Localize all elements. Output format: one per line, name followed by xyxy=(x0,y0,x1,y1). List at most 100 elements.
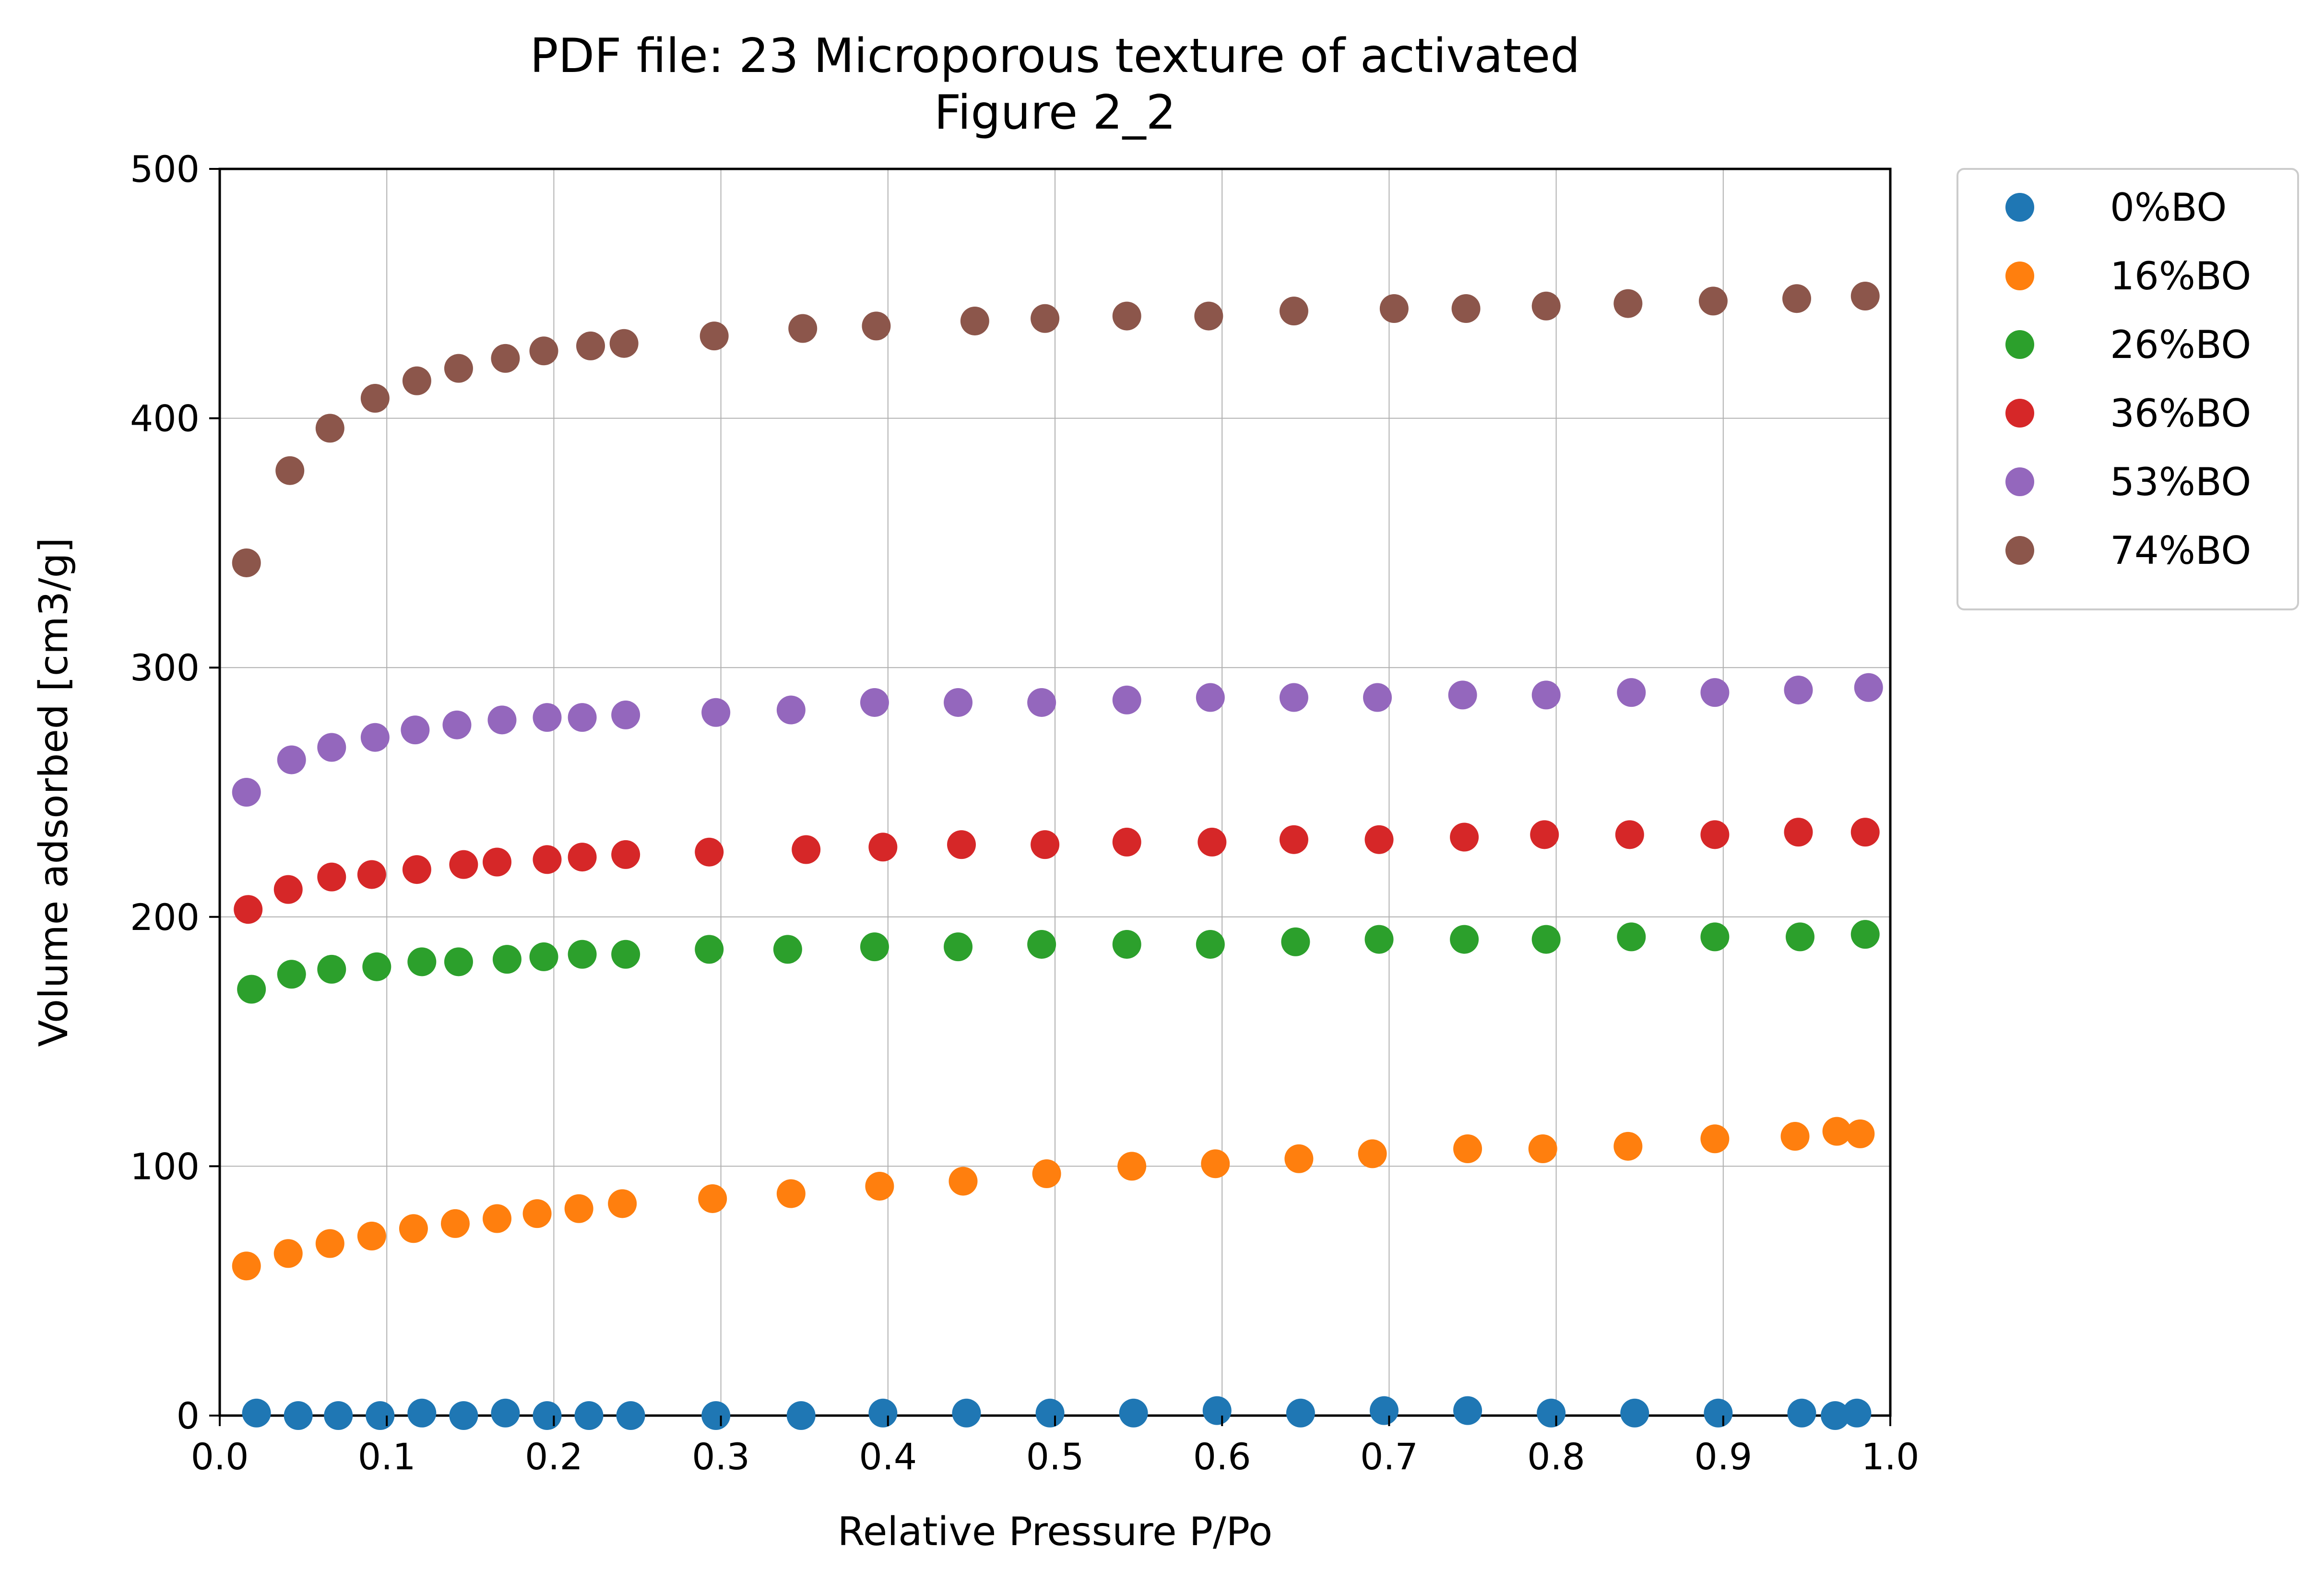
legend-label: 26%BO xyxy=(2110,322,2251,367)
x-tick-label: 1.0 xyxy=(1862,1435,1920,1478)
data-point xyxy=(1027,688,1056,717)
data-point xyxy=(1530,820,1559,849)
y-axis-ticks: 0 100 200 300 400 500 xyxy=(130,148,220,1437)
legend-label: 36%BO xyxy=(2110,391,2251,436)
data-point xyxy=(1027,929,1056,959)
data-point xyxy=(1700,1124,1730,1154)
data-point xyxy=(317,954,346,984)
data-point xyxy=(1358,1139,1387,1168)
data-point xyxy=(442,710,472,739)
data-point xyxy=(701,1401,731,1430)
x-tick-label: 0.6 xyxy=(1193,1435,1251,1478)
data-point xyxy=(1453,1396,1482,1425)
legend-label: 74%BO xyxy=(2110,528,2251,573)
data-point xyxy=(1784,818,1813,847)
legend-marker xyxy=(2005,536,2034,565)
data-point xyxy=(611,940,640,969)
data-point xyxy=(1450,925,1479,954)
data-point xyxy=(698,1184,727,1213)
data-point xyxy=(357,1221,386,1251)
data-point xyxy=(1031,830,1060,859)
data-point xyxy=(700,322,729,351)
y-tick-label: 200 xyxy=(130,896,200,939)
y-tick-label: 300 xyxy=(130,646,200,689)
data-point xyxy=(1284,1144,1314,1173)
x-tick-label: 0.1 xyxy=(358,1435,416,1478)
data-point xyxy=(1700,678,1730,707)
data-point xyxy=(1032,1159,1061,1188)
data-point xyxy=(232,1251,261,1281)
data-point xyxy=(1448,680,1477,710)
chart-title-line: PDF file: 23 Microporous texture of acti… xyxy=(530,29,1580,83)
data-point xyxy=(360,723,390,752)
data-point xyxy=(1531,680,1561,710)
data-point xyxy=(444,354,473,383)
x-tick-label: 0.5 xyxy=(1026,1435,1084,1478)
data-point xyxy=(522,1199,552,1228)
data-point xyxy=(1850,281,1880,310)
data-point xyxy=(574,1401,604,1430)
data-point xyxy=(944,932,973,962)
data-point xyxy=(868,1398,898,1428)
data-point xyxy=(1117,1152,1147,1181)
data-point xyxy=(1369,1396,1399,1425)
data-point xyxy=(1531,925,1561,954)
data-point xyxy=(324,1401,353,1430)
data-point xyxy=(317,733,346,762)
series-16%BO xyxy=(232,1117,1875,1281)
data-point xyxy=(865,1171,894,1201)
data-point xyxy=(786,1401,816,1430)
data-point xyxy=(1194,301,1223,331)
x-axis-label: Relative Pressure P/Po xyxy=(838,1509,1273,1555)
data-point xyxy=(315,1229,344,1258)
data-point xyxy=(1279,825,1308,854)
data-point xyxy=(1850,818,1880,847)
series-0%BO xyxy=(242,1396,1872,1430)
data-point xyxy=(1698,286,1728,316)
data-point xyxy=(407,1398,437,1428)
data-point xyxy=(533,1401,562,1430)
data-point xyxy=(1364,925,1394,954)
data-point xyxy=(1451,294,1481,323)
data-point xyxy=(1700,820,1730,849)
y-tick-label: 100 xyxy=(130,1145,200,1188)
data-point xyxy=(947,830,976,859)
data-point xyxy=(576,331,605,360)
data-point xyxy=(1281,927,1310,956)
x-tick-label: 0.4 xyxy=(859,1435,917,1478)
data-point xyxy=(952,1398,981,1428)
data-point xyxy=(1617,678,1646,707)
data-point xyxy=(1112,301,1141,331)
data-point xyxy=(237,975,266,1004)
data-point xyxy=(568,703,597,732)
data-point xyxy=(568,940,597,969)
x-tick-label: 0.0 xyxy=(191,1435,249,1478)
legend-marker xyxy=(2005,330,2034,359)
data-point xyxy=(317,862,346,892)
x-tick-label: 0.2 xyxy=(525,1435,583,1478)
data-point xyxy=(399,1214,428,1243)
x-axis-ticks: 0.0 0.1 0.2 0.3 0.4 0.5 0.6 0.7 0.8 0.9 1.0 xyxy=(191,1416,1920,1478)
chart-title-line: Figure 2_2 xyxy=(934,85,1176,140)
data-point xyxy=(1704,1398,1733,1428)
data-point xyxy=(776,1179,806,1208)
data-point xyxy=(609,329,639,358)
data-point xyxy=(1201,1149,1230,1179)
data-point xyxy=(1119,1398,1148,1428)
data-point xyxy=(1031,304,1060,333)
data-points xyxy=(232,281,1883,1430)
data-point xyxy=(533,845,562,874)
data-point xyxy=(701,698,731,727)
data-point xyxy=(773,935,802,964)
x-tick-label: 0.8 xyxy=(1527,1435,1585,1478)
series-26%BO xyxy=(237,920,1880,1004)
legend-box xyxy=(1956,168,2299,610)
data-point xyxy=(695,837,724,867)
data-point xyxy=(483,847,512,877)
data-point xyxy=(1787,1398,1816,1428)
data-point xyxy=(1821,1401,1850,1430)
data-point xyxy=(1846,1119,1875,1148)
y-tick-label: 400 xyxy=(130,397,200,440)
data-point xyxy=(1363,683,1392,712)
